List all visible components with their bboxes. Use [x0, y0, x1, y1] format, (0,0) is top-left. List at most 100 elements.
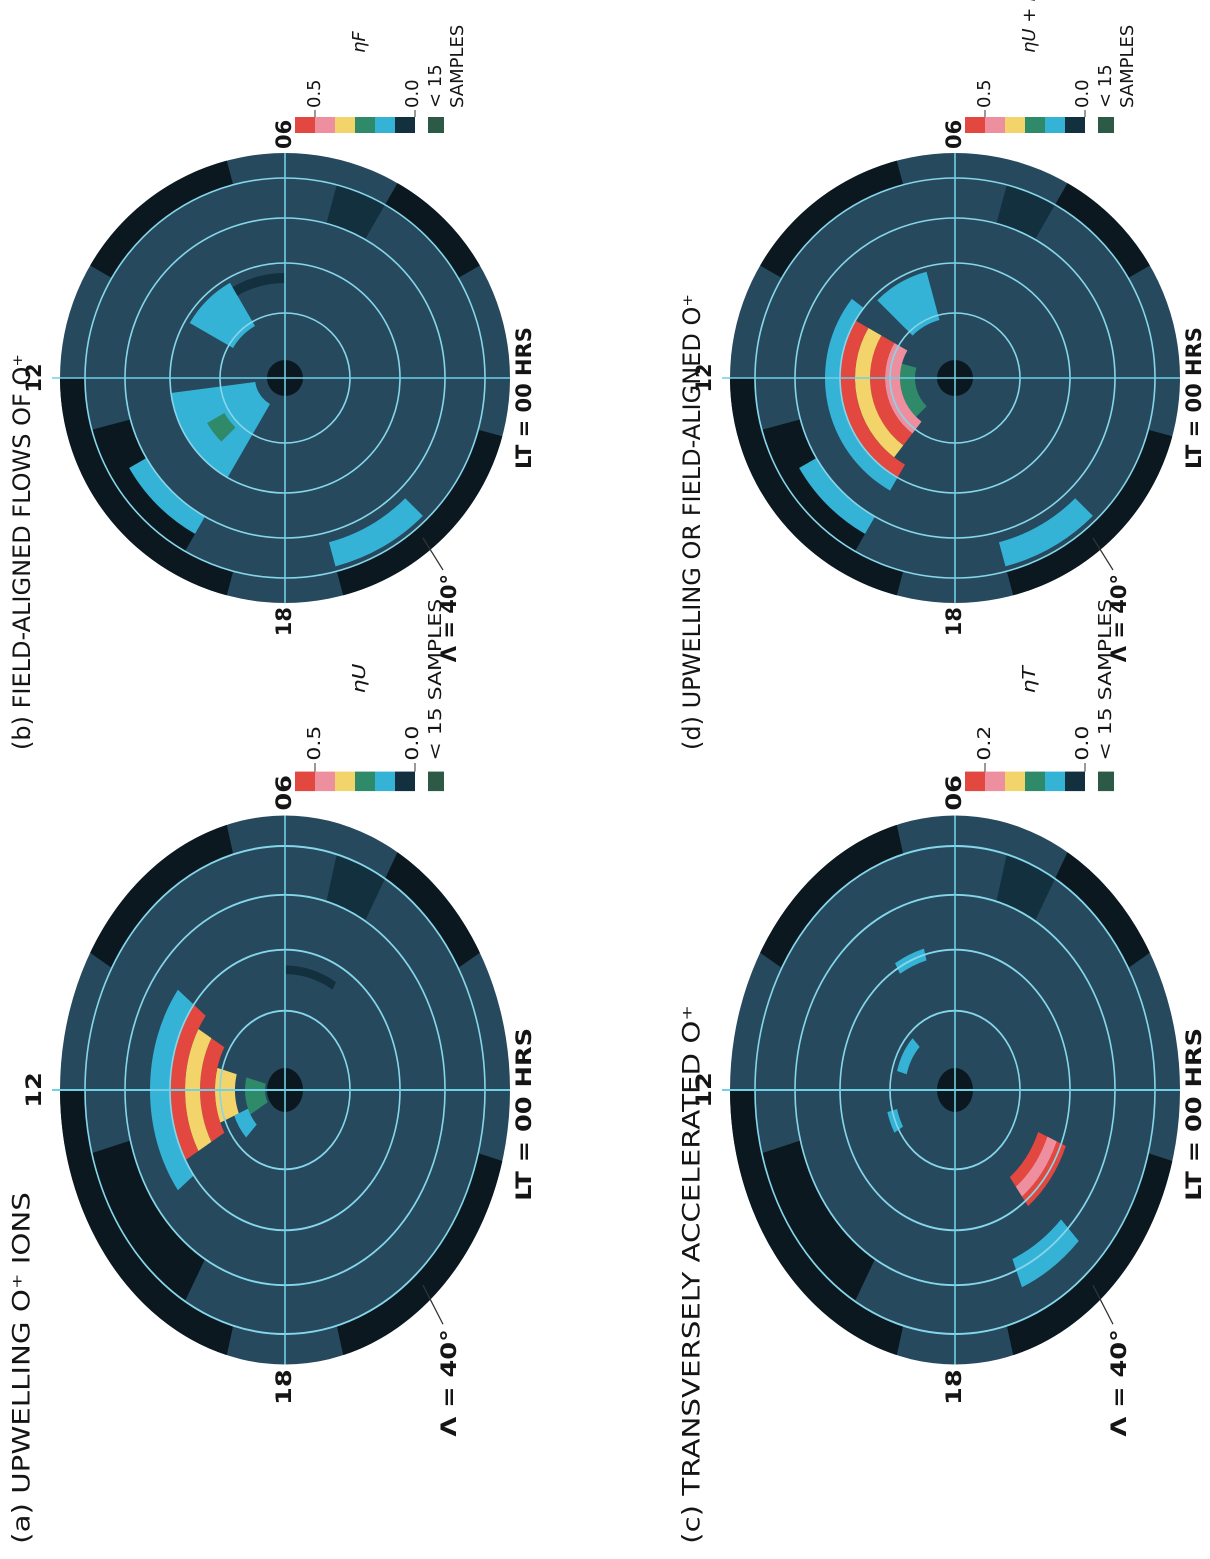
- colorbar-block: [1045, 117, 1065, 133]
- sector: [336, 1153, 503, 1356]
- colorbar-block: [355, 117, 375, 133]
- dusk-label: 18: [941, 1369, 966, 1405]
- sector: [897, 1038, 920, 1075]
- sector: [91, 1140, 205, 1302]
- colorbar-block: [985, 117, 1005, 133]
- scale-max-label: 0.2: [973, 726, 995, 761]
- sector: [1055, 183, 1150, 278]
- panel: (b) FIELD-ALIGNED FLOWS OF O⁺12 06 18 LT = …: [8, 25, 536, 750]
- quantity-label: ηT: [1018, 664, 1040, 693]
- low-samples-label: < 15: [1095, 64, 1116, 108]
- noon-label: 12: [21, 1072, 46, 1108]
- panel-title: (d) UPWELLING OR FIELD-ALIGNED O⁺: [678, 294, 706, 750]
- low-samples-swatch: [1098, 117, 1114, 133]
- panel-title: (a) UPWELLING O⁺ IONS: [8, 1192, 36, 1544]
- sector: [285, 965, 336, 990]
- noon-label: 12: [691, 1072, 716, 1108]
- sector: [996, 854, 1055, 921]
- sector: [60, 378, 234, 596]
- colorbar-block: [985, 771, 1005, 792]
- sector: [855, 328, 904, 458]
- leader-line: [1092, 537, 1114, 571]
- sector: [1006, 1153, 1173, 1356]
- colorbar-block: [1065, 117, 1085, 133]
- sector: [149, 989, 194, 1191]
- sector: [730, 378, 904, 596]
- sector: [328, 498, 423, 567]
- scale-max-label: 0.5: [974, 79, 995, 108]
- sector: [326, 854, 385, 921]
- sector: [840, 320, 905, 478]
- sector: [129, 458, 205, 534]
- colorbar-block: [315, 117, 335, 133]
- low-samples-swatch: [428, 117, 444, 133]
- latitude-label: Λ = 40°: [436, 1329, 461, 1437]
- colorbar-block: [355, 771, 375, 792]
- quantity-label: ηU: [348, 663, 370, 693]
- low-samples-swatch: [428, 771, 444, 792]
- colorbar-block: [335, 117, 355, 133]
- sector: [170, 1004, 206, 1161]
- sector: [730, 1090, 904, 1356]
- leader-line: [1092, 1284, 1114, 1325]
- colorbar-block: [1025, 771, 1045, 792]
- quantity-label: ηU + ηF: [1019, 0, 1040, 53]
- sector: [799, 458, 875, 534]
- sector: [90, 824, 234, 968]
- low-samples-label: < 15: [425, 64, 446, 108]
- sector: [207, 413, 236, 442]
- sector: [885, 343, 922, 434]
- colorbar-block: [1045, 771, 1065, 792]
- low-samples-label: < 15 SAMPLES: [1094, 599, 1116, 761]
- colorbar-block: [335, 771, 355, 792]
- dusk-label: 18: [271, 1369, 296, 1405]
- panel: (c) TRANSVERSELY ACCELERATED O⁺12 06 18 LT …: [678, 599, 1206, 1544]
- quantity-label: ηF: [349, 31, 370, 53]
- leader-line: [422, 1284, 444, 1325]
- colorbar-block: [1005, 771, 1025, 792]
- scale-min-label: 0.0: [1072, 79, 1093, 108]
- midnight-label: LT = 00 HRS: [512, 327, 536, 469]
- colorbar-block: [965, 117, 985, 133]
- scale-min-label: 0.0: [402, 79, 423, 108]
- colorbar-block: [395, 771, 415, 792]
- sector: [760, 824, 904, 968]
- sector: [761, 1140, 875, 1302]
- sector: [825, 298, 898, 491]
- colorbar-block: [375, 771, 395, 792]
- latitude-label: Λ = 40°: [1107, 574, 1131, 662]
- sector: [385, 183, 480, 278]
- leader-line: [422, 537, 444, 571]
- dawn-label: 06: [272, 120, 296, 149]
- latitude-label: Λ = 40°: [437, 574, 461, 662]
- colorbar-block: [1065, 771, 1085, 792]
- sector: [234, 1108, 257, 1138]
- colorbar-block: [395, 117, 415, 133]
- midnight-label: LT = 00 HRS: [1182, 327, 1206, 469]
- scale-max-label: 0.5: [304, 79, 325, 108]
- sector: [1006, 429, 1173, 596]
- dawn-label: 06: [942, 120, 966, 149]
- sector: [877, 271, 940, 336]
- dusk-label: 18: [942, 607, 966, 636]
- samples-label: SAMPLES: [447, 25, 468, 108]
- samples-label: SAMPLES: [1117, 25, 1138, 108]
- sector: [326, 184, 385, 240]
- sector: [1012, 1219, 1079, 1288]
- sector: [1015, 1136, 1057, 1197]
- dawn-label: 06: [941, 775, 966, 811]
- panel: (a) UPWELLING O⁺ IONS 12 06 18 LT = 00 HRS Λ …: [8, 599, 536, 1544]
- panel-title: (c) TRANSVERSELY ACCELERATED O⁺: [678, 1005, 706, 1544]
- scale-max-label: 0.5: [303, 726, 325, 761]
- sector: [60, 1090, 234, 1356]
- colorbar-block: [1025, 117, 1045, 133]
- colorbar-block: [1005, 117, 1025, 133]
- sector: [336, 429, 503, 596]
- colorbar-block: [965, 771, 985, 792]
- sector: [245, 1077, 268, 1115]
- sector: [385, 852, 480, 968]
- noon-label: 12: [692, 363, 716, 392]
- colorbar-block: [375, 117, 395, 133]
- midnight-label: LT = 00 HRS: [511, 1028, 536, 1201]
